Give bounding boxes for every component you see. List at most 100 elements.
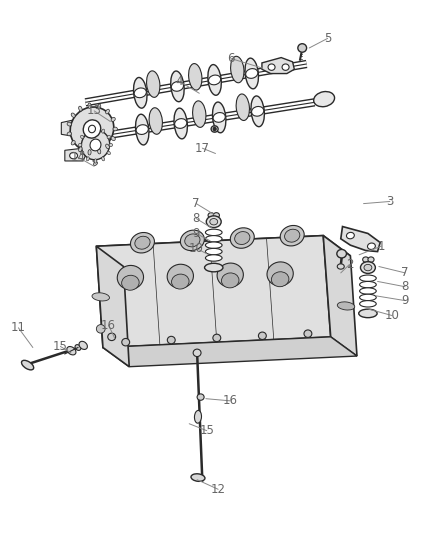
Ellipse shape	[230, 228, 254, 248]
Ellipse shape	[213, 127, 216, 131]
Ellipse shape	[122, 338, 130, 346]
Ellipse shape	[213, 112, 225, 122]
Ellipse shape	[258, 332, 266, 340]
Ellipse shape	[91, 148, 95, 152]
Text: 10: 10	[189, 242, 204, 255]
Ellipse shape	[98, 104, 101, 109]
Ellipse shape	[70, 107, 114, 151]
Ellipse shape	[79, 147, 82, 152]
Ellipse shape	[360, 262, 375, 273]
Ellipse shape	[235, 231, 250, 245]
Ellipse shape	[78, 143, 82, 147]
Ellipse shape	[304, 330, 312, 337]
Polygon shape	[96, 246, 129, 367]
Ellipse shape	[111, 136, 115, 141]
Ellipse shape	[102, 157, 105, 161]
Ellipse shape	[205, 229, 222, 236]
Polygon shape	[341, 227, 380, 252]
Ellipse shape	[106, 144, 110, 149]
Ellipse shape	[136, 125, 148, 134]
Ellipse shape	[117, 265, 144, 289]
Ellipse shape	[67, 122, 71, 126]
Ellipse shape	[93, 161, 98, 166]
Ellipse shape	[75, 345, 81, 350]
Ellipse shape	[175, 119, 187, 128]
Ellipse shape	[135, 236, 150, 249]
Ellipse shape	[21, 360, 34, 370]
Ellipse shape	[79, 341, 88, 350]
Ellipse shape	[193, 101, 206, 127]
Ellipse shape	[213, 213, 219, 218]
Polygon shape	[96, 236, 350, 266]
Ellipse shape	[222, 273, 239, 288]
Ellipse shape	[92, 155, 96, 159]
Text: 6: 6	[227, 52, 235, 65]
Polygon shape	[65, 148, 85, 161]
Text: 13: 13	[87, 104, 102, 117]
Ellipse shape	[107, 151, 110, 155]
Ellipse shape	[107, 135, 110, 139]
Ellipse shape	[81, 130, 110, 160]
Ellipse shape	[93, 158, 97, 162]
Ellipse shape	[285, 229, 300, 242]
Ellipse shape	[135, 114, 149, 145]
Ellipse shape	[360, 288, 376, 294]
Ellipse shape	[298, 44, 307, 52]
Ellipse shape	[167, 336, 175, 344]
Ellipse shape	[88, 103, 91, 108]
Ellipse shape	[359, 309, 377, 318]
Polygon shape	[103, 337, 357, 367]
Ellipse shape	[81, 135, 84, 139]
Text: 15: 15	[199, 424, 214, 437]
Ellipse shape	[185, 234, 200, 247]
Ellipse shape	[98, 149, 101, 154]
Ellipse shape	[174, 108, 187, 139]
Ellipse shape	[245, 58, 258, 89]
Ellipse shape	[94, 127, 97, 131]
Ellipse shape	[206, 216, 221, 228]
Ellipse shape	[205, 248, 222, 255]
Ellipse shape	[180, 230, 205, 251]
Ellipse shape	[67, 132, 71, 136]
Text: 14: 14	[71, 151, 85, 164]
Ellipse shape	[90, 139, 101, 151]
Ellipse shape	[246, 69, 258, 78]
Ellipse shape	[193, 349, 201, 357]
Text: 2: 2	[346, 258, 353, 271]
Ellipse shape	[337, 264, 344, 269]
Polygon shape	[323, 236, 357, 356]
Ellipse shape	[92, 293, 110, 301]
Polygon shape	[61, 118, 83, 138]
Ellipse shape	[208, 64, 221, 95]
Ellipse shape	[92, 152, 96, 156]
Ellipse shape	[189, 63, 202, 90]
Ellipse shape	[81, 151, 84, 155]
Text: 17: 17	[195, 142, 210, 155]
Ellipse shape	[212, 102, 226, 133]
Ellipse shape	[217, 263, 244, 287]
Text: 11: 11	[11, 321, 26, 334]
Ellipse shape	[251, 107, 264, 116]
Ellipse shape	[88, 125, 95, 133]
Ellipse shape	[282, 64, 289, 70]
Ellipse shape	[208, 213, 214, 218]
Text: 7: 7	[401, 266, 409, 279]
Text: 10: 10	[385, 309, 399, 322]
Text: 9: 9	[401, 294, 409, 307]
Ellipse shape	[171, 71, 184, 102]
Ellipse shape	[230, 56, 244, 83]
Ellipse shape	[90, 146, 94, 150]
Text: 1: 1	[377, 240, 385, 253]
Ellipse shape	[91, 147, 95, 151]
Ellipse shape	[102, 129, 105, 133]
Text: 8: 8	[402, 280, 409, 293]
Ellipse shape	[191, 474, 205, 481]
Ellipse shape	[111, 117, 115, 122]
Ellipse shape	[88, 150, 91, 155]
Ellipse shape	[280, 225, 304, 246]
Ellipse shape	[236, 94, 250, 120]
Ellipse shape	[171, 82, 184, 91]
Ellipse shape	[172, 274, 189, 289]
Text: 7: 7	[192, 197, 200, 210]
Text: 9: 9	[192, 227, 200, 240]
